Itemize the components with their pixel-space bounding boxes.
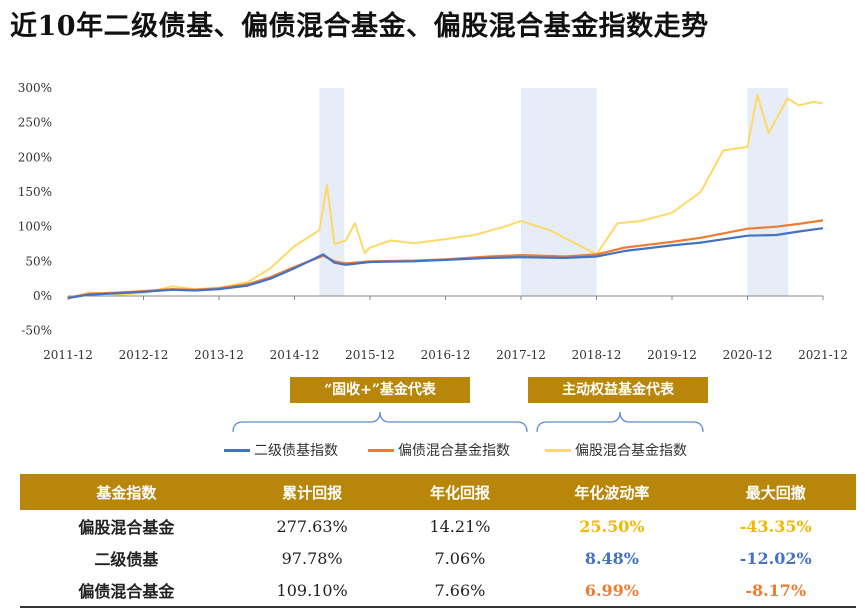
- header-drawdown: 最大回撤: [695, 474, 856, 510]
- stats-table: 基金指数 累计回报 年化回报 年化波动率 最大回撤 偏股混合基金 277.63%…: [20, 474, 856, 608]
- x-tick-label: 2015-12: [345, 348, 395, 362]
- row-name: 偏股混合基金: [78, 518, 175, 537]
- x-tick-label: 2019-12: [647, 348, 697, 362]
- chart-title: 近10年二级债基、偏债混合基金、偏股混合基金指数走势: [10, 11, 709, 42]
- y-tick-label: 300%: [18, 81, 52, 95]
- line-chart: 300% 250% 200% 150% 100% 50% 0% -50% 2011-12 201…: [18, 81, 848, 433]
- y-tick-label: -50%: [21, 324, 52, 338]
- table-row: 偏股混合基金 277.63% 14.21% 25.50% -43.35%: [20, 510, 856, 542]
- header-index: 基金指数: [20, 474, 233, 510]
- row-cumulative: 109.10%: [232, 574, 392, 608]
- y-tick-label: 50%: [25, 254, 52, 268]
- x-tick-label: 2011-12: [43, 348, 93, 362]
- legend-item-bond-hybrid: 偏债混合基金指数: [368, 440, 510, 460]
- x-tick-label: 2012-12: [119, 348, 169, 362]
- series-line-secondary-bond: [67, 227, 824, 300]
- row-drawdown: -8.17%: [695, 574, 856, 608]
- header-cumulative: 累计回报: [232, 474, 392, 510]
- legend-item-equity-hybrid: 偏股混合基金指数: [545, 440, 687, 460]
- shaded-period-2: [521, 88, 597, 296]
- table-row: 二级债基 97.78% 7.06% 8.48% -12.02%: [20, 542, 856, 574]
- x-tick-label: 2017-12: [496, 348, 546, 362]
- y-tick-label: 250%: [18, 116, 52, 130]
- x-tick-label: 2021-12: [798, 348, 848, 362]
- table-header: 基金指数 累计回报 年化回报 年化波动率 最大回撤: [20, 474, 856, 510]
- x-tick-label: 2020-12: [723, 348, 773, 362]
- row-drawdown: -12.02%: [739, 548, 812, 568]
- row-volatility: 25.50%: [579, 516, 645, 536]
- row-cumulative: 277.63%: [276, 516, 348, 536]
- y-tick-label: 0%: [33, 289, 52, 303]
- x-tick-label: 2014-12: [270, 348, 320, 362]
- row-annualized: 14.21%: [429, 516, 491, 536]
- fixed-income-tag: “固收+”基金代表: [290, 377, 470, 403]
- row-drawdown: -43.35%: [739, 516, 812, 536]
- y-tick-label: 200%: [18, 150, 52, 164]
- row-name: 二级债基: [94, 550, 159, 569]
- x-tick-label: 2018-12: [572, 348, 622, 362]
- y-tick-label: 100%: [18, 220, 52, 234]
- shaded-period-3: [747, 88, 789, 296]
- y-tick-label: 150%: [18, 185, 52, 199]
- row-cumulative: 97.78%: [281, 548, 343, 568]
- active-equity-tag: 主动权益基金代表: [528, 377, 708, 403]
- table-row: 偏债混合基金 109.10% 7.66% 6.99% -8.17%: [20, 574, 856, 608]
- row-name: 偏债混合基金: [20, 574, 233, 608]
- header-volatility: 年化波动率: [528, 474, 696, 510]
- fixed-income-brace: [232, 411, 528, 433]
- active-equity-brace: [536, 411, 704, 433]
- row-annualized: 7.66%: [391, 574, 529, 608]
- legend-item-secondary-bond: 二级债基指数: [224, 440, 338, 460]
- row-volatility: 8.48%: [584, 548, 639, 568]
- row-volatility: 6.99%: [528, 574, 696, 608]
- x-tick-label: 2013-12: [194, 348, 244, 362]
- row-annualized: 7.06%: [434, 548, 486, 568]
- series-line-equity-hybrid: [67, 93, 824, 300]
- x-tick-label: 2016-12: [421, 348, 471, 362]
- header-annualized: 年化回报: [391, 474, 529, 510]
